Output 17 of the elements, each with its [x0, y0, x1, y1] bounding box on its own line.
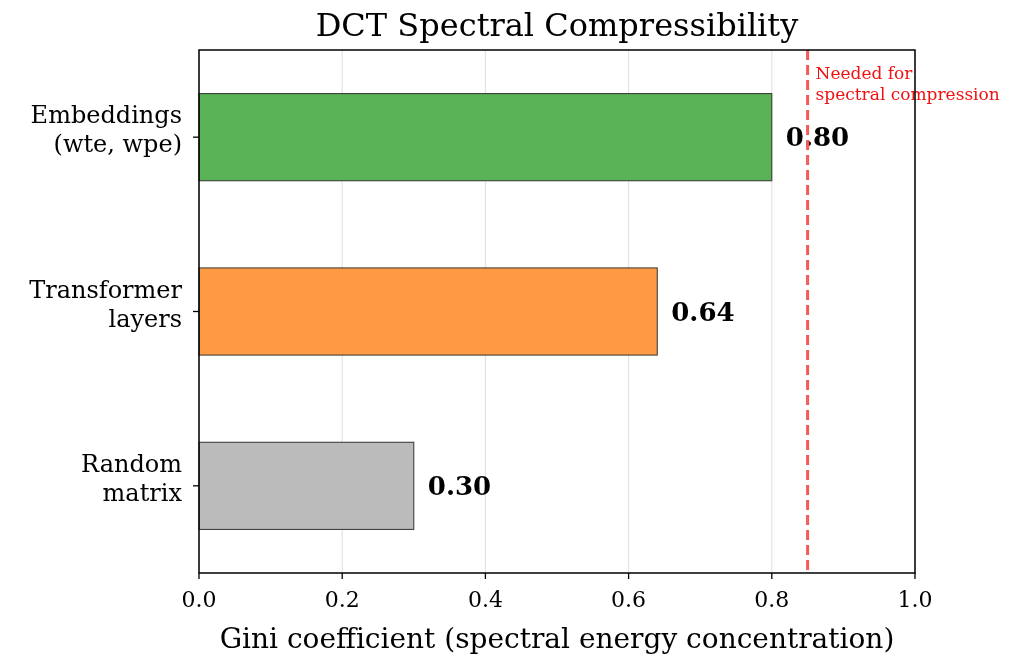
- x-tick-label: 0.0: [181, 587, 217, 612]
- data-label: 0.30: [427, 470, 492, 501]
- x-tick-label: 0.8: [754, 587, 790, 612]
- bar: [198, 441, 415, 530]
- y-tick-label: Random matrix: [81, 449, 183, 507]
- y-tick-label: Embeddings (wte, wpe): [30, 101, 182, 159]
- data-label: 0.80: [785, 122, 850, 153]
- x-tick-label: 0.2: [324, 587, 360, 612]
- x-tick-label: 0.4: [467, 587, 503, 612]
- bar: [198, 267, 658, 356]
- chart-title: DCT Spectral Compressibility: [315, 6, 799, 44]
- data-label: 0.64: [671, 296, 735, 327]
- x-tick-label: 0.6: [611, 587, 647, 612]
- y-tick-label: Transformer layers: [29, 275, 183, 333]
- bar: [198, 93, 773, 182]
- x-axis-title: Gini coefficient (spectral energy concentration): [219, 622, 895, 655]
- x-tick-label: 1.0: [897, 587, 933, 612]
